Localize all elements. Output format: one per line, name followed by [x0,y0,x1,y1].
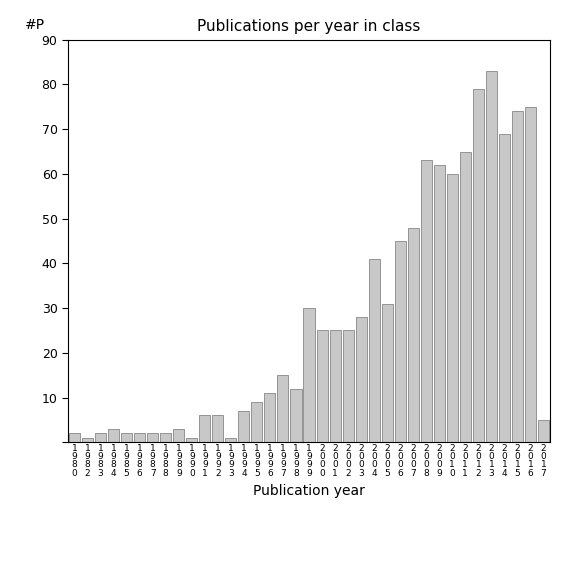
Bar [277,375,289,442]
Bar [160,433,171,442]
Bar [356,317,367,442]
Bar [421,160,432,442]
Bar [460,151,471,442]
Bar [225,438,236,442]
Bar [121,433,132,442]
Bar [174,429,184,442]
Bar [538,420,549,442]
Bar [486,71,497,442]
Bar [434,165,445,442]
Bar [251,402,263,442]
Bar [186,438,197,442]
Bar [408,227,419,442]
Bar [369,259,380,442]
Bar [69,433,80,442]
Text: #P: #P [24,18,45,32]
Bar [238,411,249,442]
X-axis label: Publication year: Publication year [253,484,365,498]
Bar [525,107,536,442]
Bar [342,331,354,442]
Bar [512,111,523,442]
Bar [108,429,119,442]
Bar [316,331,328,442]
Bar [264,393,276,442]
Bar [303,308,315,442]
Title: Publications per year in class: Publications per year in class [197,19,421,35]
Bar [212,416,223,442]
Bar [82,438,93,442]
Bar [499,134,510,442]
Bar [473,89,484,442]
Bar [134,433,145,442]
Bar [395,241,406,442]
Bar [447,174,458,442]
Bar [290,388,302,442]
Bar [95,433,106,442]
Bar [147,433,158,442]
Bar [382,303,393,442]
Bar [329,331,341,442]
Bar [199,416,210,442]
